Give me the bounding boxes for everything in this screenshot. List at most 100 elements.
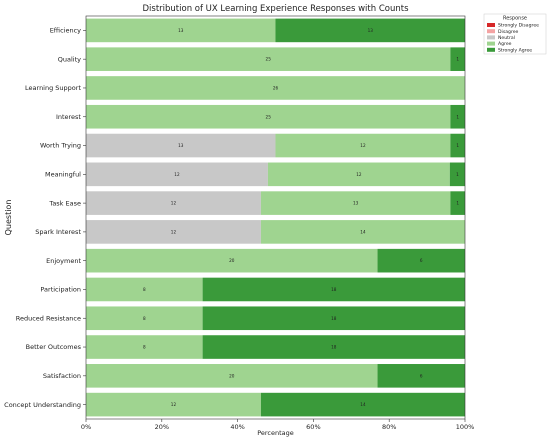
bar-value-label: 12 — [174, 172, 180, 177]
bar-segment — [202, 277, 465, 302]
bar-segment — [202, 335, 465, 359]
x-tick-label: 0% — [81, 423, 91, 431]
bar-value-label: 26 — [273, 85, 279, 90]
bar-value-label: 14 — [360, 402, 366, 407]
category-label: Spark Interest — [35, 228, 81, 236]
bar-segment — [260, 220, 465, 244]
bar-segment — [377, 364, 465, 388]
legend-entry: Strongly Disagree — [498, 23, 539, 29]
bar-value-label: 6 — [420, 373, 423, 378]
bar-value-label: 25 — [266, 57, 272, 62]
bar-value-label: 18 — [331, 287, 337, 292]
legend-title: Response — [503, 16, 527, 22]
category-label: Meaningful — [45, 171, 81, 179]
bar-value-label: 13 — [178, 28, 184, 33]
bar-segment — [86, 306, 203, 331]
chart-title: Distribution of UX Learning Experience R… — [143, 4, 410, 14]
x-tick-label: 80% — [382, 423, 396, 431]
bar-value-label: 20 — [229, 258, 235, 263]
legend-swatch — [487, 35, 495, 40]
bar-segment — [260, 191, 451, 215]
bar-value-label: 13 — [368, 28, 374, 33]
bar-value-label: 8 — [143, 316, 146, 321]
bar-segment — [86, 335, 203, 359]
category-label: Interest — [56, 113, 81, 121]
bar-value-label: 1 — [456, 172, 459, 177]
bar-value-label: 8 — [143, 287, 146, 292]
legend-swatch — [487, 29, 495, 34]
x-tick-label: 100% — [456, 423, 475, 431]
bar-value-label: 12 — [171, 201, 177, 206]
category-label: Reduced Resistance — [16, 314, 81, 322]
bar-segment — [86, 364, 378, 388]
bar-value-label: 1 — [456, 114, 459, 119]
legend-entry: Agree — [498, 41, 512, 47]
bar-value-label: 14 — [360, 229, 366, 234]
bar-segment — [450, 47, 465, 71]
category-label: Quality — [58, 55, 81, 63]
bar-segment — [86, 220, 261, 244]
bar-segment — [450, 133, 465, 158]
bar-value-label: 1 — [456, 57, 459, 62]
x-ticks: 0% 20% 40% 60% 80% 100% — [81, 419, 474, 431]
legend-swatch — [487, 41, 495, 46]
bar-segment — [260, 392, 465, 417]
bar-value-label: 18 — [331, 316, 337, 321]
bar-segment — [86, 104, 451, 129]
bar-value-label: 12 — [171, 229, 177, 234]
bar-segment — [450, 104, 465, 129]
bar-value-label: 12 — [356, 172, 362, 177]
category-label: Efficiency — [50, 27, 81, 35]
category-label: Learning Support — [25, 84, 81, 92]
category-label: Enjoyment — [46, 257, 81, 265]
bar-segment — [450, 191, 465, 215]
legend-entry: Strongly Agree — [498, 47, 532, 53]
category-labels: Efficiency Quality Learning Support Interes… — [4, 27, 86, 409]
category-label: Satisfaction — [43, 372, 81, 380]
x-tick-label: 60% — [306, 423, 320, 431]
bar-value-label: 13 — [353, 201, 359, 206]
bar-value-label: 18 — [331, 345, 337, 350]
category-label: Participation — [40, 286, 81, 294]
bar-value-label: 13 — [178, 143, 184, 148]
bar-segment — [86, 162, 268, 187]
bar-segment — [449, 162, 465, 187]
category-label: Task Ease — [48, 199, 81, 207]
bar-segment — [86, 191, 261, 215]
bar-segment — [267, 162, 450, 187]
legend: Response Strongly DisagreeDisagreeNeutra… — [483, 13, 547, 55]
bar-segment — [86, 47, 451, 71]
category-label: Worth Trying — [40, 142, 81, 150]
legend-swatch — [487, 47, 495, 52]
category-label: Concept Understanding — [4, 401, 81, 409]
bar-segment — [86, 76, 465, 100]
bar-segment — [86, 133, 276, 158]
plot-frame — [85, 15, 466, 420]
legend-box — [483, 13, 547, 55]
bar-segment — [86, 392, 261, 417]
x-tick-label: 40% — [230, 423, 244, 431]
x-tick-label: 20% — [155, 423, 169, 431]
category-label: Better Outcomes — [26, 343, 82, 351]
bar-segment — [275, 133, 451, 158]
bar-value-label: 25 — [266, 114, 272, 119]
bar-value-label: 8 — [143, 345, 146, 350]
bar-segment — [377, 248, 465, 273]
bar-segment — [86, 248, 378, 273]
x-axis-label: Percentage — [257, 429, 294, 437]
bar-value-label: 6 — [420, 258, 423, 263]
y-axis-label: Question — [4, 200, 13, 236]
bar-segment — [202, 306, 465, 331]
bar-segment — [86, 18, 276, 43]
bar-segment — [86, 277, 203, 302]
legend-swatch — [487, 23, 495, 27]
bar-value-label: 12 — [171, 402, 177, 407]
legend-entry: Neutral — [498, 35, 515, 41]
bar-value-label: 12 — [360, 143, 366, 148]
bar-value-label: 1 — [456, 201, 459, 206]
bar-segment — [275, 18, 465, 43]
legend-entry: Disagree — [498, 29, 519, 35]
bar-value-label: 1 — [456, 143, 459, 148]
